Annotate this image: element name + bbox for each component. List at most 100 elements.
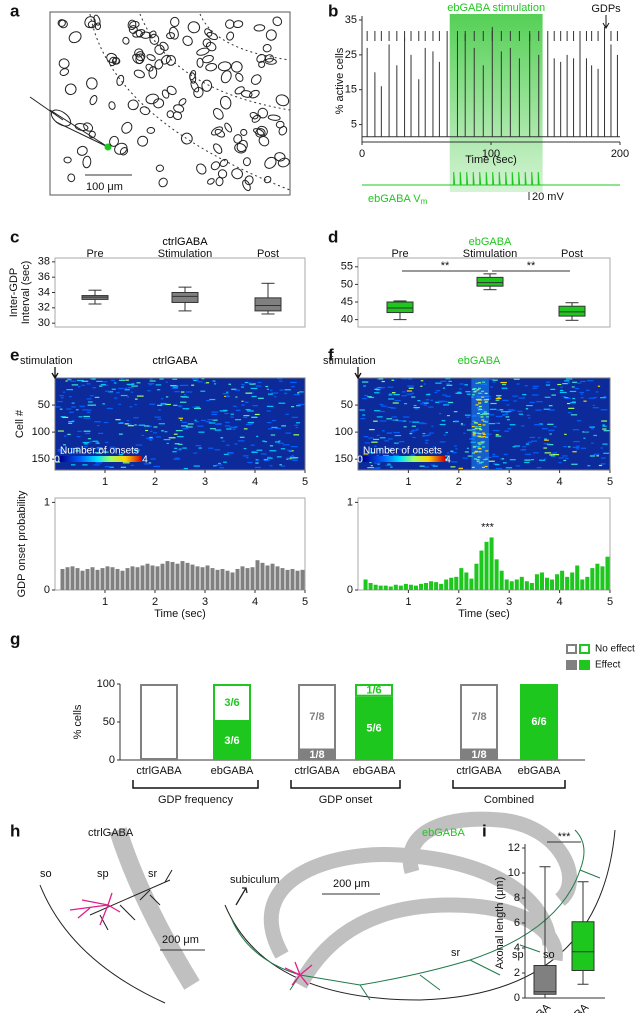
heatmap-texture	[168, 437, 176, 439]
heatmap-texture	[373, 420, 378, 422]
heatmap-texture	[591, 442, 594, 444]
category-label: ctrlGABA	[456, 765, 502, 777]
heatmap-texture	[434, 391, 438, 394]
cell-outline	[127, 99, 139, 111]
heatmap-texture	[374, 392, 380, 394]
gdp-annotation: GDPs	[591, 3, 621, 15]
heatmap-texture	[267, 456, 272, 458]
heatmap-texture	[157, 404, 163, 406]
heatmap-texture	[285, 413, 289, 415]
panel-label: e	[10, 345, 19, 364]
x-tick-label: 1	[405, 476, 411, 488]
heatmap-texture	[205, 382, 210, 384]
heatmap-texture	[155, 436, 161, 438]
heatmap-texture	[239, 436, 245, 438]
stim-title: ebGABA stimulation	[447, 2, 545, 14]
heatmap-texture	[251, 416, 258, 418]
heatmap-texture	[133, 449, 140, 451]
pyramidal-layer	[109, 827, 200, 990]
heatmap-texture	[362, 381, 369, 383]
heatmap-texture	[525, 408, 529, 410]
heatmap-texture	[205, 421, 212, 423]
heatmap-texture	[254, 413, 260, 416]
bar	[544, 577, 550, 590]
cell-outline	[134, 48, 144, 58]
segment-label: 3/6	[224, 697, 239, 709]
panel-label: a	[10, 1, 20, 20]
scale-label: 200 μm	[162, 934, 199, 946]
cell-outline	[189, 69, 197, 81]
heatmap-texture	[477, 387, 481, 389]
cell-outline	[59, 68, 70, 76]
heatmap-texture	[94, 421, 101, 423]
heatmap-texture	[474, 390, 478, 392]
y-tick-label: 32	[38, 302, 50, 314]
bar	[160, 563, 165, 590]
heatmap-texture	[289, 457, 297, 459]
heatmap-texture	[364, 442, 370, 444]
heatmap-texture	[229, 426, 236, 428]
heatmap-texture	[296, 422, 301, 424]
heatmap-texture	[602, 424, 605, 426]
cell-outline	[230, 61, 243, 73]
heatmap-texture	[460, 424, 465, 426]
cell-outline	[114, 142, 128, 155]
heatmap-texture	[105, 390, 111, 392]
heatmap-texture	[378, 410, 385, 413]
heatmap-texture	[483, 399, 487, 401]
heatmap-texture	[216, 423, 222, 425]
bar	[265, 565, 270, 590]
heatmap-texture	[571, 401, 576, 403]
heatmap-texture	[533, 452, 539, 454]
heatmap-texture	[481, 396, 485, 398]
heatmap-texture	[390, 466, 393, 468]
heatmap-texture	[413, 406, 420, 409]
heatmap-texture	[109, 446, 115, 448]
heatmap-texture	[479, 399, 483, 401]
heatmap-texture	[170, 384, 177, 387]
y-tick-label: 25	[345, 49, 357, 61]
cell-outline	[84, 16, 96, 29]
heatmap-texture	[59, 408, 63, 410]
chart-title: ebGABA	[458, 355, 501, 367]
bar	[70, 566, 75, 590]
x-tick-label: 3	[506, 596, 512, 608]
heatmap-texture	[68, 396, 72, 398]
heatmap-texture	[385, 464, 392, 467]
heatmap-texture	[473, 458, 477, 460]
heatmap-texture	[564, 397, 569, 399]
cell-outline	[139, 106, 151, 116]
heatmap-texture	[495, 399, 500, 401]
cell-outline	[170, 16, 180, 28]
bar	[145, 563, 150, 590]
heatmap-texture	[424, 442, 429, 444]
x-axis-title: Time (sec)	[154, 608, 206, 620]
heatmap-texture	[600, 463, 606, 465]
bar	[270, 563, 275, 590]
x-tick-label: 3	[202, 476, 208, 488]
heatmap-texture	[464, 384, 468, 386]
heatmap-texture	[371, 441, 378, 443]
layer-label: sr	[451, 947, 461, 959]
legend-swatch	[579, 644, 590, 654]
heatmap-texture	[485, 416, 489, 418]
heatmap-texture	[376, 454, 379, 456]
bar	[560, 570, 565, 590]
heatmap-texture	[156, 389, 161, 391]
bar	[393, 584, 398, 590]
heatmap-texture	[173, 433, 178, 435]
bar	[210, 568, 215, 590]
heatmap-texture	[476, 460, 480, 463]
heatmap-texture	[78, 416, 83, 418]
colorbar	[60, 456, 142, 462]
heatmap-texture	[570, 402, 576, 404]
heatmap-texture	[200, 390, 206, 392]
panel-a: 100 μm	[29, 11, 291, 196]
heatmap-texture	[443, 401, 449, 403]
heatmap-texture	[409, 455, 416, 457]
heatmap-texture	[593, 453, 600, 455]
heatmap-texture	[226, 444, 230, 446]
heatmap-texture	[518, 397, 526, 399]
heatmap-texture	[124, 389, 130, 391]
cell-outline	[256, 54, 266, 63]
